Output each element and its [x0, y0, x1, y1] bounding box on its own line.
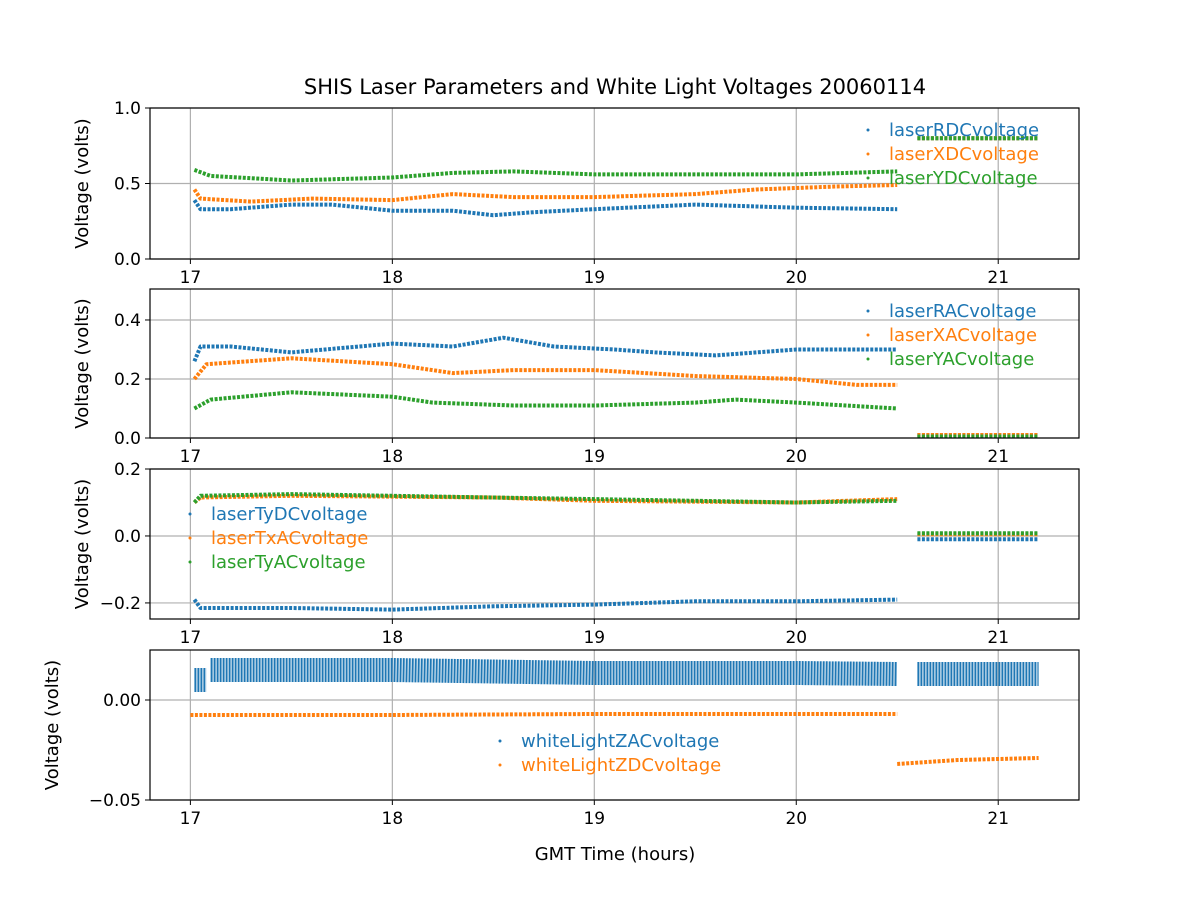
legend-label-laserTyACvoltage: laserTyACvoltage	[211, 552, 366, 573]
y-tick-label: 0.0	[114, 429, 141, 449]
x-tick-label: 18	[382, 447, 404, 467]
panel-2: 17 18 19 20 21 0.0 0.2 0.4 Voltage (volts) laserR…	[72, 288, 1080, 467]
axes-frame	[149, 288, 1080, 439]
series-whiteLightZDCvoltage	[897, 756, 1039, 766]
x-tick-label: 19	[583, 447, 605, 467]
x-axis-label: GMT Time (hours)	[535, 844, 696, 865]
legend-marker-laserTxACvoltage	[188, 536, 192, 540]
series-laserYACvoltage	[193, 390, 898, 411]
legend-label-laserTyDCvoltage: laserTyDCvoltage	[211, 504, 367, 525]
y-tick-label: 0.0	[114, 527, 141, 547]
y-tick-label: 0.2	[114, 370, 141, 390]
series-group	[192, 335, 1039, 438]
y-tick-label: 0.00	[103, 691, 141, 711]
x-tick-label: 17	[180, 447, 202, 467]
y-axis-label: Voltage (volts)	[42, 660, 63, 790]
x-tick-label: 17	[180, 268, 202, 288]
legend-label-laserRDCvoltage: laserRDCvoltage	[889, 120, 1039, 141]
legend-label-laserRACvoltage: laserRACvoltage	[889, 301, 1036, 322]
x-tick-label: 18	[382, 628, 404, 648]
series-group	[192, 492, 1039, 612]
y-tick-label: 0.2	[114, 460, 141, 480]
legend-marker-whiteLightZACvoltage	[498, 739, 502, 743]
y-tick-label: 0.4	[114, 311, 141, 331]
axes-frame	[149, 649, 1080, 801]
series-whiteLightZDCvoltage	[190, 712, 898, 717]
y-tick-label: 0.5	[114, 175, 141, 195]
legend-label-laserTxACvoltage: laserTxACvoltage	[211, 528, 368, 549]
panel-4: 17 18 19 20 21 −0.05 0.00 Voltage (volts) whiteL…	[42, 649, 1080, 829]
x-tick-label: 20	[785, 628, 807, 648]
legend-marker-laserRACvoltage	[866, 309, 870, 313]
series-laserRDCvoltage	[192, 198, 898, 218]
panel-3: 17 18 19 20 21 −0.2 0.0 0.2 Voltage (volts) laser…	[72, 460, 1080, 648]
legend-label-laserXDCvoltage: laserXDCvoltage	[889, 144, 1039, 165]
series-laserXACvoltage	[192, 356, 898, 387]
x-tick-label: 21	[987, 268, 1009, 288]
y-tick-label: 1.0	[114, 99, 141, 119]
y-tick-label: −0.05	[89, 791, 141, 811]
legend-marker-laserRDCvoltage	[866, 128, 870, 132]
series-laserYDCvoltage	[193, 168, 898, 183]
x-tick-label: 17	[180, 628, 202, 648]
series-group	[190, 658, 1039, 766]
legend-label-laserYACvoltage: laserYACvoltage	[889, 349, 1034, 370]
series-whiteLightZACvoltage	[210, 658, 898, 686]
y-tick-label: −0.2	[100, 594, 141, 614]
x-tick-label: 18	[382, 809, 404, 829]
legend-marker-laserYACvoltage	[866, 357, 870, 361]
series-laserXDCvoltage	[192, 183, 898, 204]
x-tick-label: 20	[785, 268, 807, 288]
y-axis-label: Voltage (volts)	[72, 118, 93, 248]
x-tick-label: 21	[987, 809, 1009, 829]
legend-label-laserYDCvoltage: laserYDCvoltage	[889, 168, 1038, 189]
series-laserTyDCvoltage	[192, 597, 898, 612]
x-tick-label: 20	[785, 809, 807, 829]
legend-label-whiteLightZACvoltage: whiteLightZACvoltage	[521, 731, 719, 752]
legend-label-laserXACvoltage: laserXACvoltage	[889, 325, 1037, 346]
x-tick-label: 19	[583, 628, 605, 648]
x-tick-label: 18	[382, 268, 404, 288]
legend-marker-whiteLightZDCvoltage	[498, 763, 502, 767]
x-tick-label: 20	[785, 447, 807, 467]
y-axis-label: Voltage (volts)	[72, 479, 93, 609]
legend-marker-laserTyACvoltage	[188, 560, 192, 564]
series-laserRACvoltage	[192, 335, 898, 363]
x-tick-label: 19	[583, 268, 605, 288]
panel-1: 17 18 19 20 21 0.0 0.5 1.0 Voltage (volts) laserR…	[72, 99, 1080, 288]
x-tick-label: 21	[987, 447, 1009, 467]
series-laserTyACvoltage	[192, 492, 898, 505]
series-group	[192, 136, 1039, 218]
x-tick-label: 17	[180, 809, 202, 829]
legend-marker-laserYDCvoltage	[866, 176, 870, 180]
y-tick-label: 0.0	[114, 250, 141, 270]
y-axis-label: Voltage (volts)	[72, 298, 93, 428]
legend-marker-laserXACvoltage	[866, 333, 870, 337]
axes-frame	[149, 468, 1080, 620]
x-tick-label: 21	[987, 628, 1009, 648]
legend-marker-laserTyDCvoltage	[188, 512, 192, 516]
chart-title: SHIS Laser Parameters and White Light Vo…	[304, 75, 926, 99]
legend-label-whiteLightZDCvoltage: whiteLightZDCvoltage	[521, 755, 721, 776]
x-tick-label: 19	[583, 809, 605, 829]
legend-marker-laserXDCvoltage	[866, 152, 870, 156]
axes-frame	[149, 107, 1080, 260]
